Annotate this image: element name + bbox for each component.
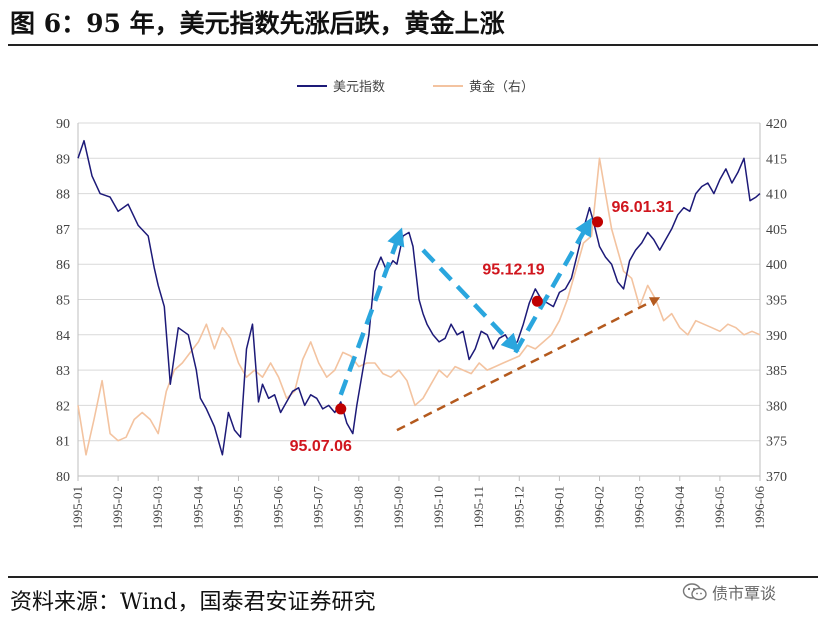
legend-label-gold: 黄金（右） <box>469 79 534 95</box>
annotation-label: 96.01.31 <box>612 199 674 216</box>
series-layer <box>77 139 761 456</box>
y2-tick-label: 400 <box>766 258 787 273</box>
figure-title: 图 6：95 年，美元指数先涨后跌，黄金上涨 <box>10 9 505 38</box>
x-tick-label: 1996-02 <box>592 486 607 529</box>
x-tick-label: 1996-06 <box>752 486 767 530</box>
y-tick-label: 83 <box>56 364 70 379</box>
annotation-label: 95.12.19 <box>482 261 544 278</box>
y2-tick-label: 385 <box>766 364 787 379</box>
y2-tick-label: 415 <box>766 152 787 167</box>
arrows-layer <box>338 217 661 432</box>
y-tick-label: 90 <box>56 117 70 132</box>
annotation-label: 95.07.06 <box>290 438 352 455</box>
x-tick-label: 1996-01 <box>551 486 566 529</box>
y-tick-label: 86 <box>56 258 70 273</box>
x-tick-label: 1995-08 <box>351 486 366 529</box>
y2-tick-label: 410 <box>766 188 787 203</box>
x-tick-label: 1995-11 <box>471 486 486 529</box>
x-tick-label: 1995-04 <box>190 486 205 530</box>
y-tick-label: 88 <box>56 188 70 203</box>
y2-tick-label: 380 <box>766 399 787 414</box>
y-tick-label: 82 <box>56 399 70 414</box>
y2-tick-label: 405 <box>766 223 787 238</box>
axes: 80 370 81 375 82 380 83 385 84 390 85 395 86 400 87 405… <box>56 117 787 529</box>
downtrend-arrow <box>421 248 520 352</box>
y-tick-label: 84 <box>56 329 70 344</box>
wechat-icon <box>682 583 707 601</box>
annotation-marker <box>592 216 604 228</box>
x-tick-label: 1995-06 <box>271 486 286 530</box>
y-tick-label: 89 <box>56 152 70 167</box>
x-tick-label: 1996-05 <box>712 486 727 529</box>
y-tick-label: 85 <box>56 294 70 309</box>
uptrend-arrow <box>338 227 405 396</box>
y-tick-label: 87 <box>56 223 70 238</box>
source-note: 资料来源：Wind，国泰君安证券研究 <box>10 590 376 615</box>
annotation-layer: 95.07.06 95.12.19 96.01.31 <box>290 199 674 455</box>
y-tick-label: 80 <box>56 470 70 485</box>
y-tick-label: 81 <box>56 435 70 450</box>
badge-label: 债市覃谈 <box>712 584 777 603</box>
annotation-marker <box>335 403 347 415</box>
x-tick-label: 1995-05 <box>230 486 245 529</box>
y2-tick-label: 395 <box>766 294 787 309</box>
annotation-marker <box>531 295 543 307</box>
y2-tick-label: 390 <box>766 329 787 344</box>
title-divider <box>8 44 818 46</box>
legend: 美元指数 黄金（右） <box>297 79 534 95</box>
footer-divider <box>8 576 818 578</box>
x-tick-label: 1996-04 <box>672 486 687 530</box>
x-tick-label: 1995-02 <box>110 486 125 529</box>
y2-tick-label: 370 <box>766 470 787 485</box>
x-tick-label: 1995-07 <box>311 486 326 530</box>
x-tick-label: 1995-12 <box>511 486 526 529</box>
usd-gold-chart: 美元指数 黄金（右） 80 370 81 375 82 380 83 385 84 390 85 395… <box>56 79 787 529</box>
gold-line <box>77 157 761 456</box>
x-tick-label: 1995-09 <box>391 486 406 529</box>
x-tick-label: 1995-01 <box>70 486 85 529</box>
y2-tick-label: 375 <box>766 435 787 450</box>
x-tick-label: 1995-03 <box>150 486 165 529</box>
gold-trend-arrow <box>396 297 661 432</box>
x-tick-label: 1995-10 <box>431 486 446 529</box>
x-tick-label: 1996-03 <box>632 486 647 529</box>
legend-label-usd: 美元指数 <box>333 80 385 95</box>
usd-index-line <box>77 139 761 456</box>
wechat-badge[interactable]: 债市覃谈 <box>682 580 776 604</box>
y2-tick-label: 420 <box>766 117 787 132</box>
